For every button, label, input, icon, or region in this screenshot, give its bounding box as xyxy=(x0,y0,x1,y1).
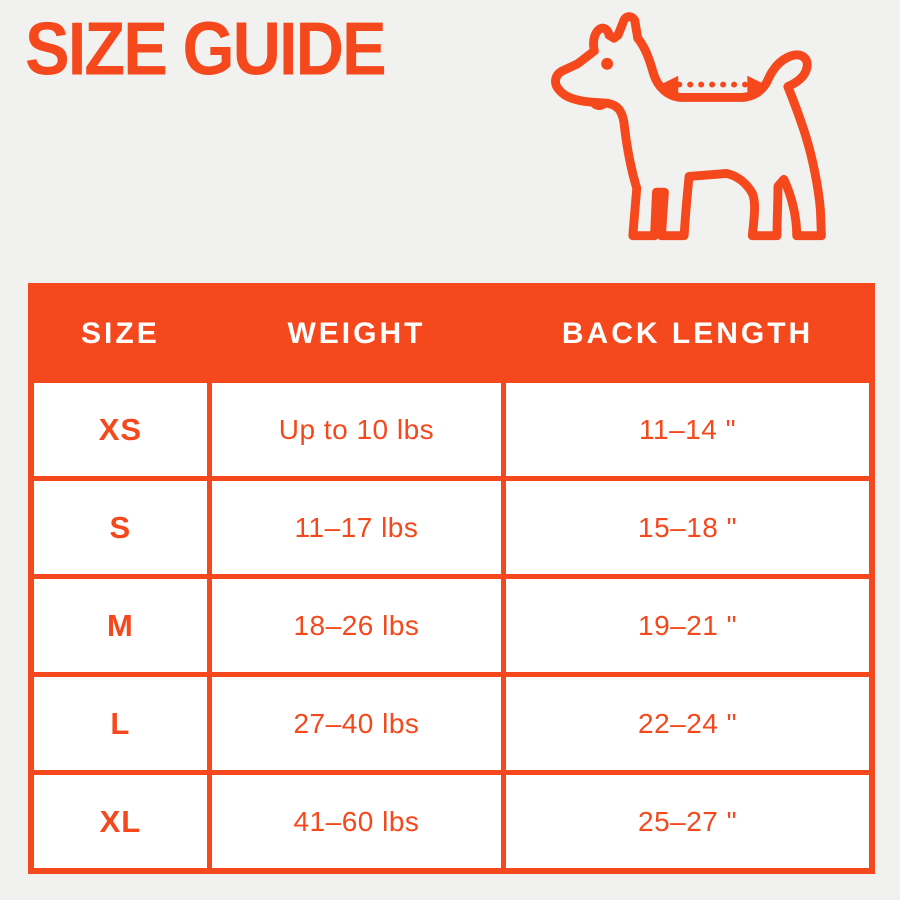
back-length-value: 15–18 " xyxy=(501,476,875,579)
back-length-arrow-icon xyxy=(660,75,766,94)
size-value: L xyxy=(28,672,212,775)
size-value: XS xyxy=(28,378,212,481)
weight-value: 27–40 lbs xyxy=(206,672,507,775)
size-guide-table: SIZE WEIGHT BACK LENGTH XS Up to 10 lbs … xyxy=(28,283,875,874)
weight-value: 18–26 lbs xyxy=(206,574,507,677)
back-length-value: 25–27 " xyxy=(501,770,875,874)
column-header-back-length: BACK LENGTH xyxy=(501,283,875,383)
column-header-weight: WEIGHT xyxy=(206,283,507,383)
column-header-size: SIZE xyxy=(28,283,212,383)
back-length-value: 22–24 " xyxy=(501,672,875,775)
weight-value: Up to 10 lbs xyxy=(206,378,507,481)
weight-value: 11–17 lbs xyxy=(206,476,507,579)
back-length-value: 11–14 " xyxy=(501,378,875,481)
dog-outline-icon xyxy=(538,6,854,256)
dog-body-outline xyxy=(551,12,826,241)
table-row-xl: XL 41–60 lbs 25–27 " xyxy=(28,770,875,874)
table-row-l: L 27–40 lbs 22–24 " xyxy=(28,672,875,775)
size-value: M xyxy=(28,574,212,677)
page-title: SIZE GUIDE xyxy=(25,7,387,92)
dog-eye-dot xyxy=(601,57,614,70)
size-value: S xyxy=(28,476,212,579)
table-row-xs: XS Up to 10 lbs 11–14 " xyxy=(28,378,875,481)
size-value: XL xyxy=(28,770,212,874)
weight-value: 41–60 lbs xyxy=(206,770,507,874)
table-row-s: S 11–17 lbs 15–18 " xyxy=(28,476,875,579)
table-row-m: M 18–26 lbs 19–21 " xyxy=(28,574,875,677)
dog-mouth-curve xyxy=(588,99,609,110)
dog-illustration xyxy=(551,12,826,241)
table-header-row: SIZE WEIGHT BACK LENGTH xyxy=(28,283,875,383)
back-length-value: 19–21 " xyxy=(501,574,875,677)
